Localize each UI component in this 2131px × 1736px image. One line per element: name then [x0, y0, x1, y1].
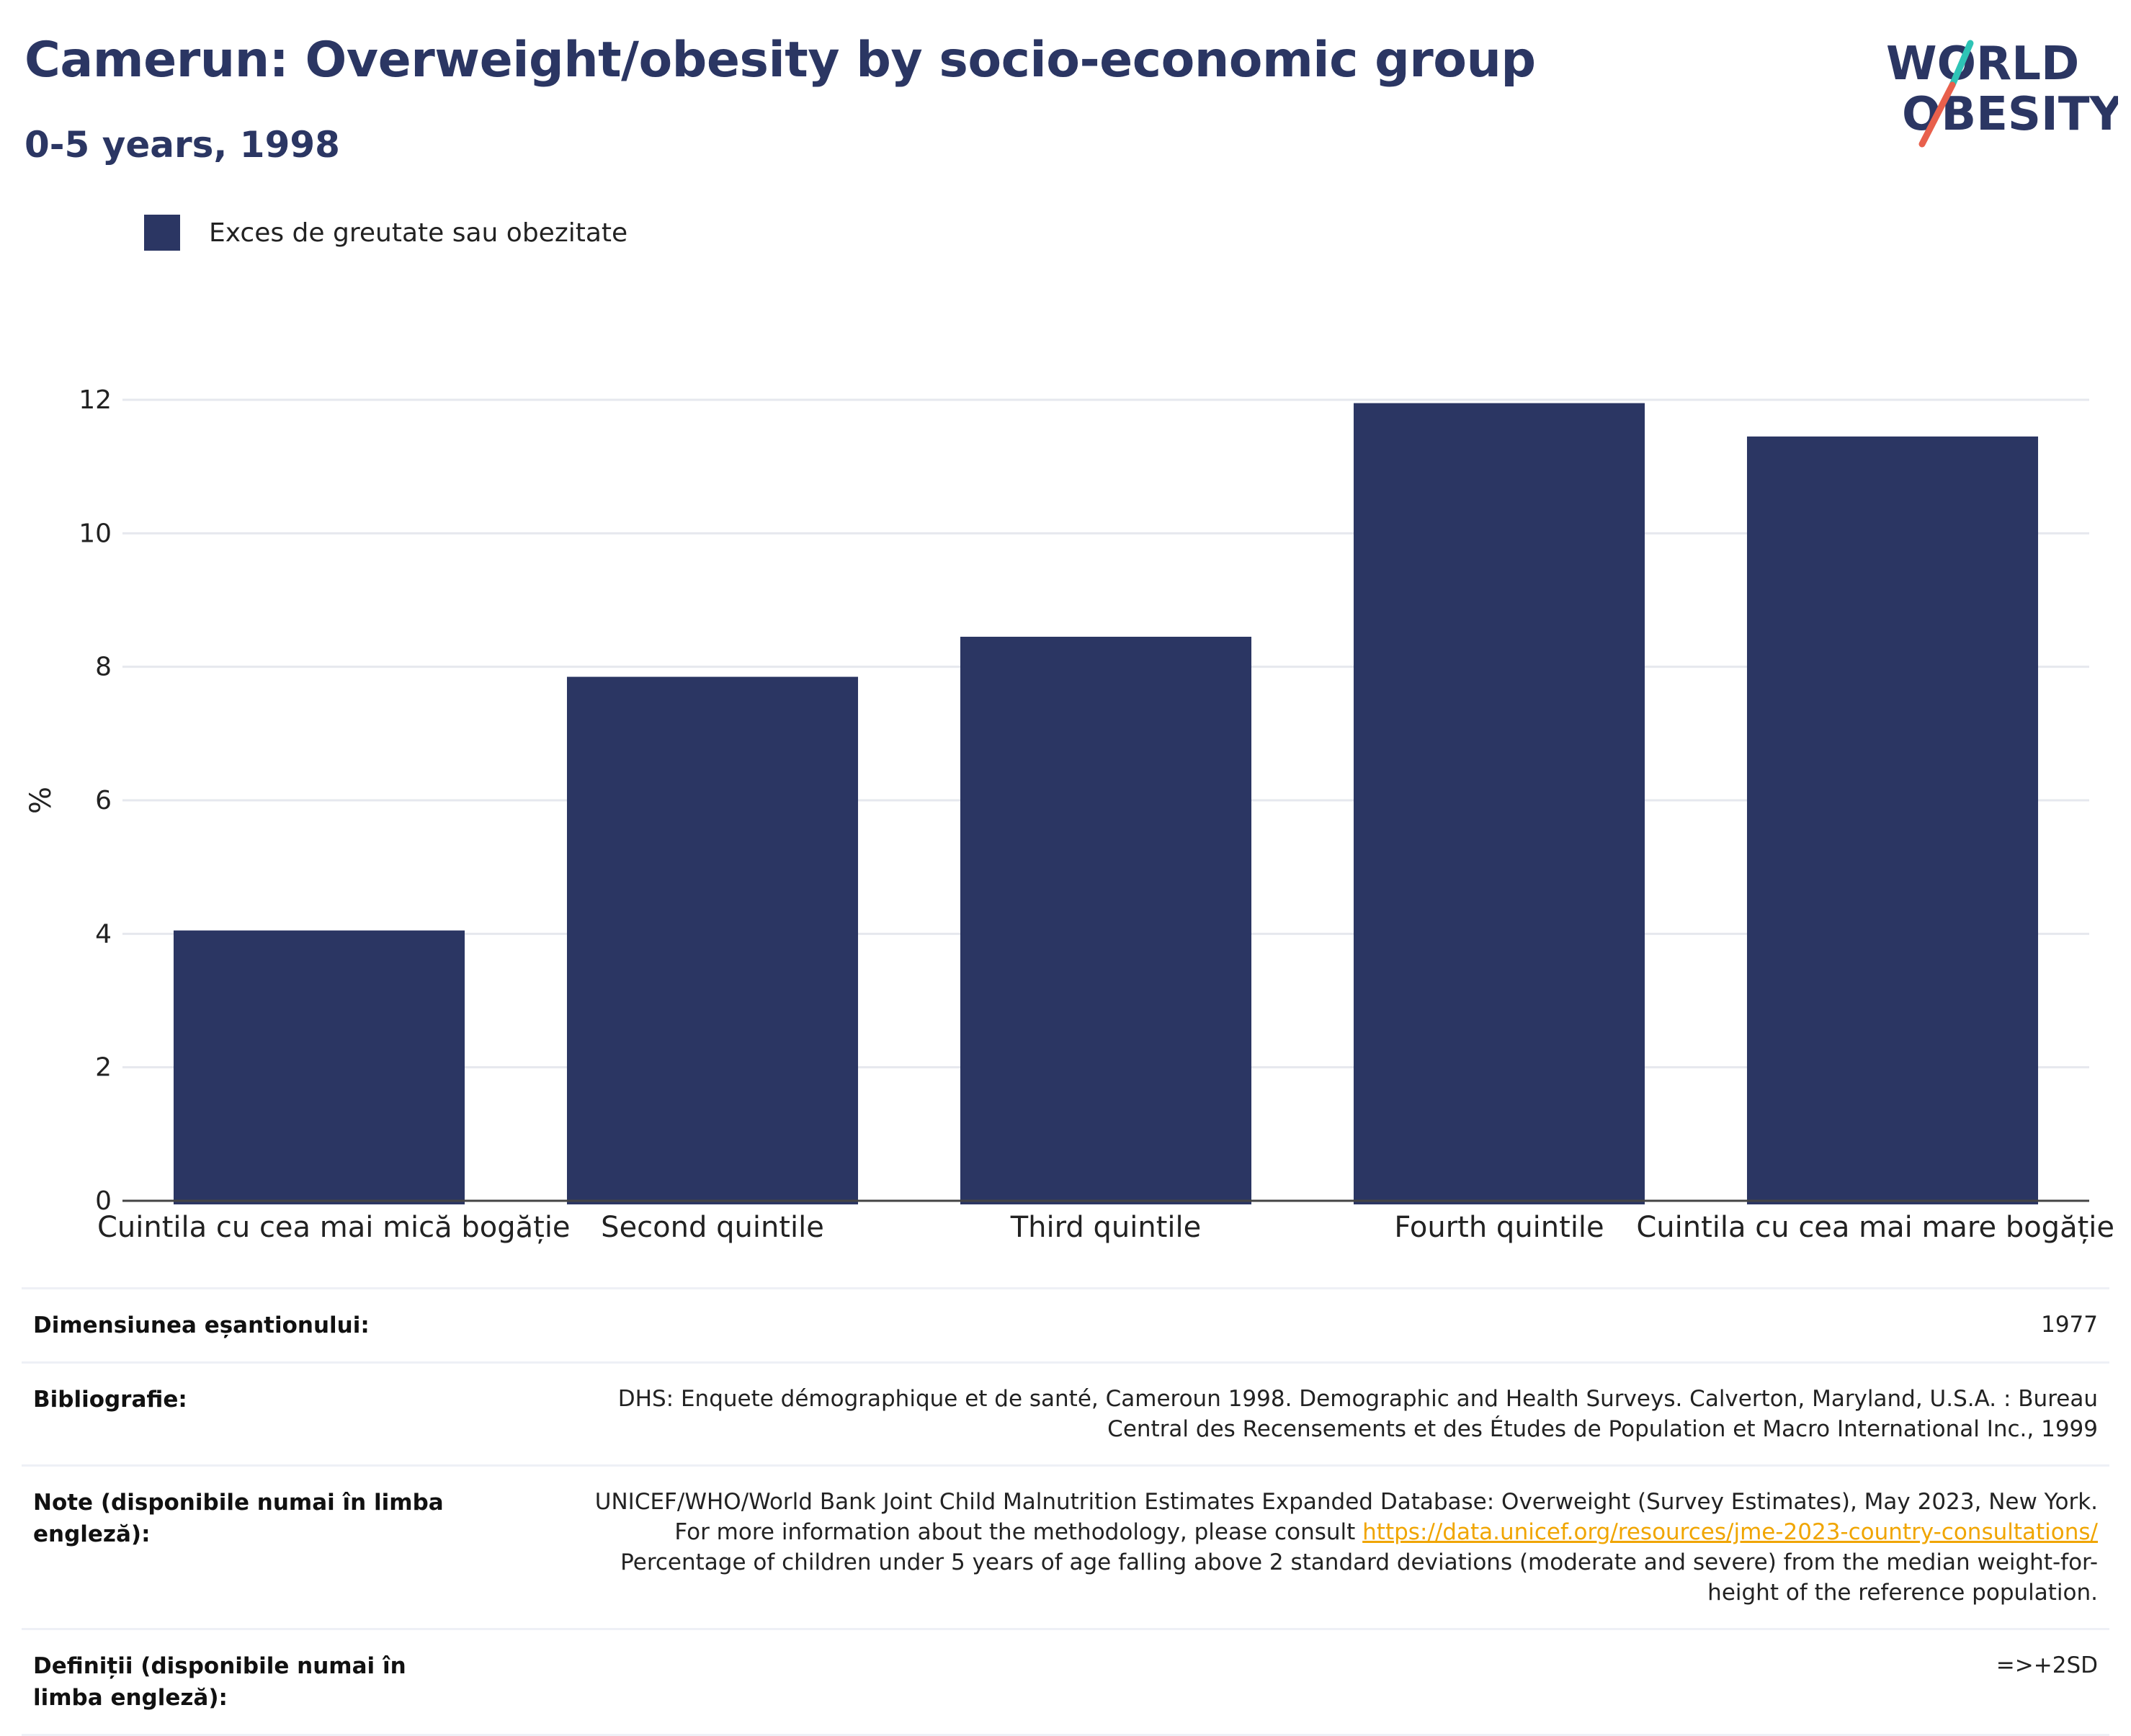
y-tick-label: 12	[79, 385, 112, 415]
world-obesity-logo: WORLD OBESITY	[1886, 37, 2118, 148]
bibliography-label: Bibliografie:	[33, 1387, 187, 1413]
info-table: Dimensiunea eșantionului: 1977 Bibliogra…	[22, 1287, 2109, 1736]
bar	[1746, 436, 2039, 1204]
x-tick-label: Cuintila cu cea mai mare bogăție	[1636, 1211, 2114, 1244]
notes-label: Note (disponibile numai în limba engleză…	[33, 1490, 444, 1547]
bar	[566, 676, 859, 1204]
logo-slash-coral	[1918, 81, 1956, 148]
y-tick-label: 6	[95, 786, 112, 815]
info-row-definitions: Definiții (disponibile numai în limba en…	[22, 1628, 2109, 1736]
info-row-notes: Note (disponibile numai în limba engleză…	[22, 1464, 2109, 1628]
info-row-sample: Dimensiunea eșantionului: 1977	[22, 1287, 2109, 1361]
y-tick-label: 2	[95, 1053, 112, 1083]
chart-title: Camerun: Overweight/obesity by socio-eco…	[24, 32, 1536, 89]
x-tick-label: Second quintile	[601, 1211, 824, 1244]
bar	[1353, 403, 1645, 1205]
sample-size-value: 1977	[2041, 1312, 2098, 1338]
bar-chart: 0 2 4 6 8 10 12% Cuintila cu cea mai mică bogăț…	[24, 385, 2114, 1244]
x-tick-label: Fourth quintile	[1394, 1211, 1604, 1244]
legend-swatch	[144, 215, 180, 251]
y-tick-label: 0	[95, 1186, 112, 1216]
logo-text-world: WORLD	[1886, 37, 2079, 91]
chart-subtitle: 0-5 years, 1998	[24, 124, 340, 166]
definitions-label: Definiții (disponibile numai în limba en…	[33, 1653, 406, 1711]
notes-text-2: Percentage of children under 5 years of …	[620, 1549, 2098, 1606]
chart-legend: Exces de greutate sau obezitate	[144, 213, 627, 252]
y-axis-label: %	[24, 787, 58, 814]
legend-label: Exces de greutate sau obezitate	[209, 218, 628, 248]
y-tick-label: 8	[95, 653, 112, 682]
notes-link[interactable]: https://data.unicef.org/resources/jme-20…	[1362, 1519, 2098, 1545]
y-tick-label: 4	[95, 919, 112, 949]
logo-slash-teal	[1949, 40, 1974, 89]
bar	[173, 930, 465, 1204]
y-tick-label: 10	[79, 519, 112, 548]
info-row-bibliography: Bibliografie: DHS: Enquete démographique…	[22, 1361, 2109, 1464]
sample-size-label: Dimensiunea eșantionului:	[33, 1312, 370, 1338]
bar	[960, 636, 1252, 1204]
notes-text: UNICEF/WHO/World Bank Joint Child Malnut…	[594, 1489, 2098, 1545]
notes-value: UNICEF/WHO/World Bank Joint Child Malnut…	[571, 1487, 2098, 1608]
definitions-value: =>+2SD	[1996, 1652, 2098, 1678]
bibliography-value: DHS: Enquete démographique et de santé, …	[617, 1386, 2098, 1442]
x-tick-label: Cuintila cu cea mai mică bogăție	[97, 1211, 571, 1244]
x-tick-label: Third quintile	[1010, 1211, 1201, 1244]
